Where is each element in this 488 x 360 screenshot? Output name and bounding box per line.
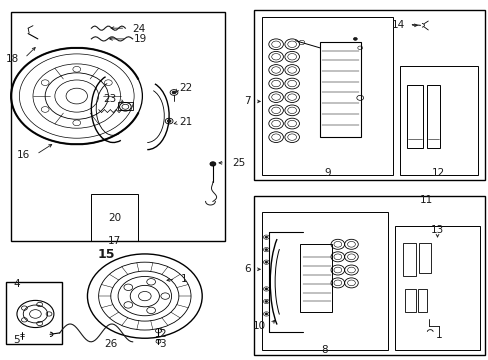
Circle shape bbox=[264, 236, 267, 238]
Text: 10: 10 bbox=[253, 321, 266, 332]
Bar bbox=[407, 85, 422, 148]
Text: 17: 17 bbox=[108, 236, 121, 246]
Text: 12: 12 bbox=[430, 168, 444, 178]
Circle shape bbox=[264, 249, 267, 251]
Circle shape bbox=[264, 300, 267, 302]
Text: 24: 24 bbox=[132, 23, 145, 33]
Text: 15: 15 bbox=[97, 248, 115, 261]
Bar bbox=[399, 66, 477, 175]
Circle shape bbox=[264, 313, 267, 315]
Circle shape bbox=[264, 288, 267, 290]
Bar bbox=[426, 85, 440, 148]
Text: 13: 13 bbox=[430, 225, 443, 235]
Bar bbox=[300, 244, 331, 312]
Bar bbox=[417, 289, 426, 312]
Text: 2: 2 bbox=[159, 329, 166, 339]
Circle shape bbox=[167, 120, 171, 122]
Text: 20: 20 bbox=[108, 212, 121, 222]
Text: 23: 23 bbox=[103, 94, 116, 104]
Text: 22: 22 bbox=[179, 83, 192, 93]
Circle shape bbox=[172, 91, 176, 94]
Bar bbox=[402, 243, 415, 276]
Bar bbox=[319, 42, 361, 137]
Circle shape bbox=[264, 261, 267, 263]
Bar bbox=[394, 226, 479, 350]
Text: 8: 8 bbox=[321, 345, 327, 355]
Text: 21: 21 bbox=[179, 117, 192, 127]
Bar bbox=[261, 212, 387, 350]
Text: 9: 9 bbox=[324, 168, 331, 178]
Bar bbox=[418, 243, 430, 273]
Text: 26: 26 bbox=[104, 339, 117, 349]
Circle shape bbox=[353, 37, 357, 40]
Text: 14: 14 bbox=[391, 20, 404, 30]
Circle shape bbox=[209, 162, 215, 166]
Bar bbox=[11, 12, 224, 241]
Text: 11: 11 bbox=[419, 195, 432, 205]
Text: 18: 18 bbox=[6, 54, 20, 64]
Text: 4: 4 bbox=[14, 279, 20, 289]
Bar bbox=[6, 282, 62, 344]
Text: 16: 16 bbox=[17, 150, 30, 160]
Text: 1: 1 bbox=[180, 274, 186, 284]
Text: 19: 19 bbox=[133, 34, 146, 44]
Bar bbox=[118, 103, 132, 111]
Bar bbox=[91, 194, 137, 241]
Text: 7: 7 bbox=[244, 96, 250, 107]
Text: 6: 6 bbox=[244, 264, 250, 274]
Bar bbox=[404, 289, 415, 312]
Bar bbox=[254, 10, 484, 180]
Text: 3: 3 bbox=[159, 339, 166, 349]
Bar bbox=[261, 18, 392, 175]
Bar bbox=[254, 196, 484, 355]
Text: 25: 25 bbox=[231, 158, 244, 168]
Text: 5: 5 bbox=[14, 335, 20, 345]
